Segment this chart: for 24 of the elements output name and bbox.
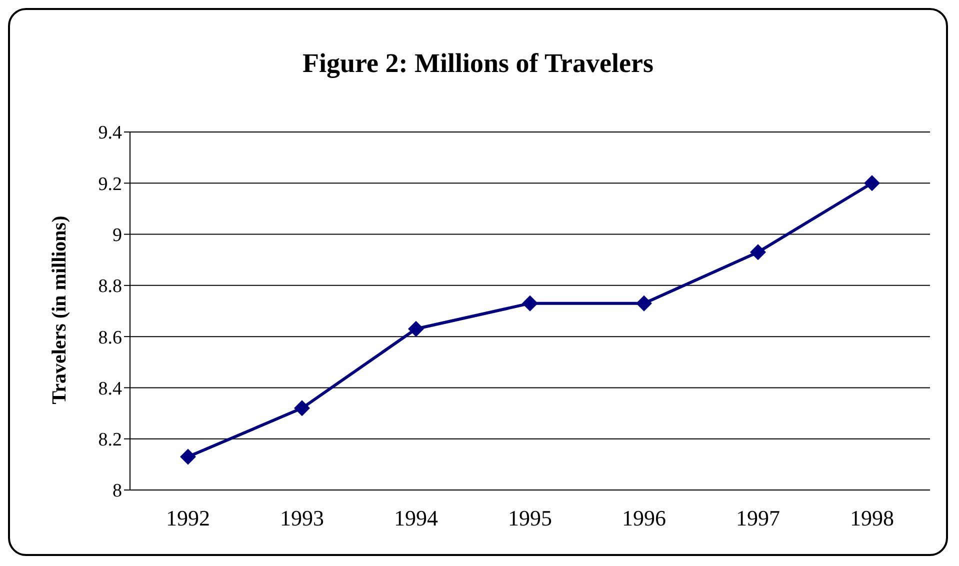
x-tick-label: 1996 xyxy=(622,506,666,531)
y-tick-label: 8.6 xyxy=(98,327,122,348)
point xyxy=(294,400,310,416)
y-tick-label: 8.4 xyxy=(98,378,122,400)
y-axis-title: Travelers (in millions) xyxy=(48,216,72,404)
x-tick-label: 1992 xyxy=(166,506,210,531)
y-tick-label: 8.2 xyxy=(98,430,122,451)
x-tick-label: 1994 xyxy=(394,506,438,531)
x-tick-label: 1997 xyxy=(736,506,780,531)
point xyxy=(750,244,766,260)
x-tick-label: 1993 xyxy=(280,506,324,531)
point xyxy=(522,295,538,312)
point xyxy=(408,320,424,337)
chart-title: Figure 2: Millions of Travelers xyxy=(302,48,654,79)
y-tick-label: 9.2 xyxy=(98,174,122,195)
y-tick-label: 9 xyxy=(112,225,122,246)
x-tick-label: 1998 xyxy=(850,506,894,531)
point xyxy=(864,175,880,192)
y-tick-label: 8.8 xyxy=(98,276,122,298)
point xyxy=(636,295,652,312)
y-tick-label: 8 xyxy=(112,480,122,502)
y-tick-label: 9.4 xyxy=(98,122,122,144)
x-tick-label: 1995 xyxy=(508,506,552,531)
point xyxy=(180,448,196,465)
